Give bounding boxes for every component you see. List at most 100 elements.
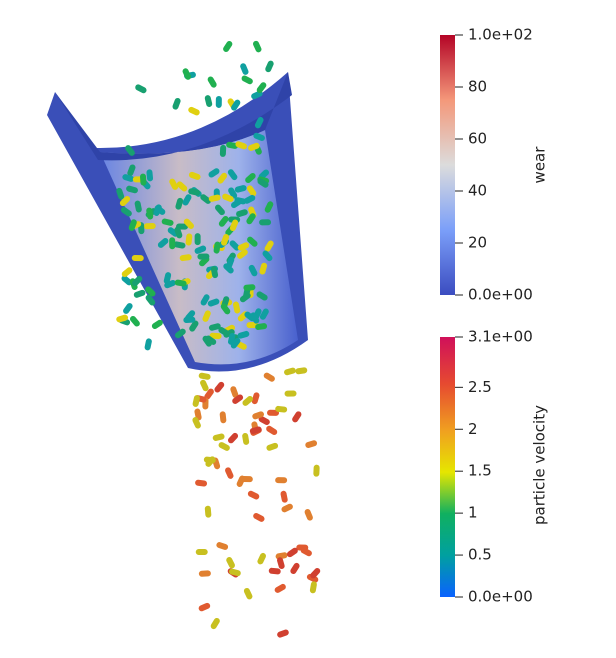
colorbar-title: particle velocity	[531, 405, 549, 525]
particle	[223, 263, 234, 274]
particle	[248, 142, 260, 151]
particle	[116, 314, 129, 323]
tick-label: 2	[468, 420, 478, 438]
particle	[266, 442, 279, 451]
particle	[266, 425, 278, 436]
particle	[244, 311, 256, 322]
particle	[257, 552, 267, 565]
particle	[145, 286, 156, 297]
particle	[253, 40, 262, 53]
particle	[161, 218, 174, 226]
particle	[218, 216, 229, 227]
particle	[219, 144, 227, 157]
particle	[214, 381, 225, 393]
particle	[204, 95, 213, 107]
particle	[220, 303, 231, 315]
particle	[200, 379, 209, 392]
particle	[256, 82, 267, 93]
particle	[210, 266, 219, 279]
particle	[188, 188, 201, 196]
particle	[218, 442, 230, 451]
particle	[259, 219, 272, 226]
particle	[217, 172, 228, 184]
particle	[176, 181, 188, 192]
particle	[305, 440, 318, 448]
particle	[128, 219, 137, 231]
particle	[222, 193, 234, 202]
particle	[237, 330, 250, 339]
particle	[229, 568, 241, 577]
particle	[214, 204, 225, 216]
particle	[229, 240, 240, 251]
particle	[192, 395, 200, 407]
particle	[119, 196, 131, 207]
particle	[209, 332, 222, 340]
particle	[277, 629, 289, 638]
particle	[236, 475, 246, 487]
particle	[132, 275, 143, 287]
tick-label: 0.5	[468, 546, 492, 564]
particle	[233, 301, 241, 314]
particle	[265, 60, 274, 73]
particle	[259, 262, 268, 275]
particle	[230, 337, 241, 349]
particle	[242, 395, 253, 406]
particle	[121, 267, 133, 278]
particle	[280, 490, 288, 503]
particle	[202, 335, 212, 347]
particle	[295, 367, 308, 375]
particle	[243, 587, 253, 600]
particle	[134, 200, 142, 213]
tick-label: 1.0e+02	[468, 26, 533, 44]
particle	[188, 106, 200, 116]
particle	[215, 95, 222, 108]
particle	[227, 332, 236, 345]
particle	[284, 390, 297, 397]
particle	[236, 209, 248, 217]
particle	[169, 237, 176, 250]
colorbar-title: wear	[531, 146, 549, 184]
particle	[213, 241, 221, 254]
particle	[197, 253, 210, 260]
particle	[227, 169, 238, 181]
particle	[122, 174, 135, 182]
tick-label: 20	[468, 234, 487, 252]
particle	[236, 249, 248, 259]
particle	[290, 562, 300, 575]
particle	[125, 145, 135, 156]
particle	[182, 68, 192, 80]
particle	[116, 187, 125, 200]
particle	[228, 187, 238, 199]
particle	[239, 292, 251, 303]
colorbar	[440, 35, 455, 295]
particle	[198, 570, 211, 577]
particle	[216, 542, 229, 550]
particle	[226, 557, 235, 569]
tick-label: 40	[468, 182, 487, 200]
particle	[263, 372, 275, 382]
particle	[225, 467, 234, 479]
particle	[207, 76, 217, 88]
particle	[194, 245, 207, 254]
particle	[275, 552, 288, 560]
particle	[167, 227, 179, 237]
particle	[249, 426, 262, 435]
particle	[310, 568, 321, 579]
particle	[192, 417, 201, 429]
tick-label: 0.0e+00	[468, 286, 533, 304]
particle	[240, 63, 249, 75]
particle	[223, 40, 233, 52]
particle	[230, 198, 242, 209]
particle	[264, 240, 274, 252]
particle	[296, 544, 309, 551]
particle	[226, 141, 239, 149]
particle	[304, 509, 313, 521]
particle	[185, 233, 193, 246]
particle	[259, 308, 269, 320]
particle	[195, 548, 208, 556]
particle	[231, 99, 241, 111]
particle	[203, 456, 216, 464]
particle	[253, 132, 265, 142]
particle	[198, 602, 211, 612]
particle	[139, 173, 147, 186]
